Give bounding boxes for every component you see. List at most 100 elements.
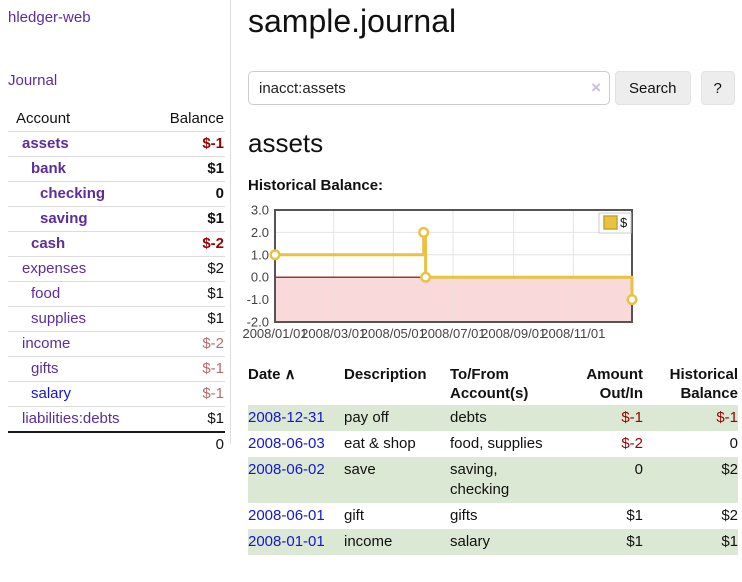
y-axis-tick-label: 2.0 bbox=[251, 225, 269, 240]
help-button[interactable]: ? bbox=[700, 71, 735, 105]
main-content: sample.journal × Search ? assets Histori… bbox=[231, 0, 742, 555]
transaction-date-link[interactable]: 2008-01-01 bbox=[248, 533, 325, 550]
accounts-cell: saving, checking bbox=[450, 461, 510, 498]
sidebar-account-link[interactable]: saving bbox=[40, 210, 88, 227]
register-header-cell: To/From Account(s) bbox=[450, 366, 529, 402]
app-window: hledger-web Journal Account Balance asse… bbox=[0, 0, 742, 555]
register-header-row: Date ∧ Description To/From Account(s) Amoun… bbox=[248, 363, 738, 405]
sidebar-account-link[interactable]: bank bbox=[31, 160, 67, 177]
search-button[interactable]: Search bbox=[615, 71, 691, 105]
balance-cell: $2 bbox=[721, 461, 738, 478]
legend-label: $ bbox=[620, 215, 628, 230]
amount-cell: $1 bbox=[626, 533, 643, 550]
accounts-header-balance: Balance bbox=[169, 110, 224, 127]
sidebar: hledger-web Journal Account Balance asse… bbox=[0, 0, 231, 453]
register-header-date-sort[interactable]: Date ∧ bbox=[248, 366, 296, 383]
account-name-cell: income bbox=[8, 332, 153, 357]
description-cell: eat & shop bbox=[344, 435, 416, 452]
account-row: supplies $1 bbox=[8, 307, 225, 332]
sidebar-account-link[interactable]: cash bbox=[31, 235, 66, 252]
sidebar-account-link[interactable]: food bbox=[31, 285, 61, 302]
account-name-cell: assets bbox=[8, 132, 153, 157]
transaction-row: 2008-01-01 income salary $1 $1 bbox=[248, 529, 738, 555]
register-header-cell: Amount Out/In bbox=[586, 366, 643, 402]
account-row: bank $1 bbox=[8, 157, 225, 182]
sidebar-account-link[interactable]: expenses bbox=[22, 260, 87, 277]
sidebar-account-link[interactable]: salary bbox=[31, 385, 72, 402]
search-input-wrap: × bbox=[248, 71, 610, 105]
date-cell: 2008-12-31 bbox=[248, 405, 344, 431]
search-form: × Search ? bbox=[248, 71, 738, 105]
transaction-date-link[interactable]: 2008-06-02 bbox=[248, 461, 325, 478]
y-axis-tick-label: -2.0 bbox=[247, 315, 269, 330]
accounts-cell: debts bbox=[450, 409, 487, 426]
sidebar-account-link[interactable]: liabilities:debts bbox=[22, 410, 120, 427]
transaction-date-link[interactable]: 2008-12-31 bbox=[248, 409, 325, 426]
description-cell: save bbox=[344, 461, 376, 478]
account-name-cell: liabilities:debts bbox=[8, 407, 153, 433]
accounts-cell: salary bbox=[450, 533, 491, 550]
sidebar-account-link[interactable]: checking bbox=[40, 185, 106, 202]
account-name-cell: supplies bbox=[8, 307, 153, 332]
transaction-date-link[interactable]: 2008-06-01 bbox=[248, 507, 325, 524]
account-balance: $1 bbox=[207, 285, 224, 302]
account-balance: $-2 bbox=[202, 335, 224, 352]
account-row: checking 0 bbox=[8, 182, 225, 207]
y-axis-tick-label: 3.0 bbox=[251, 203, 269, 218]
account-row: saving $1 bbox=[8, 207, 225, 232]
register-table: Date ∧ Description To/From Account(s) Amoun… bbox=[248, 363, 738, 555]
amount-cell: 0 bbox=[634, 461, 643, 478]
account-row: assets $-1 bbox=[8, 132, 225, 157]
search-input[interactable] bbox=[248, 71, 610, 105]
sidebar-account-link[interactable]: assets bbox=[22, 135, 69, 152]
account-balance: $1 bbox=[207, 310, 224, 327]
legend-swatch bbox=[603, 215, 618, 230]
data-point-marker bbox=[269, 249, 281, 261]
clear-search-icon[interactable]: × bbox=[591, 78, 601, 97]
page-title: sample.journal bbox=[248, 3, 457, 39]
date-cell: 2008-01-01 bbox=[248, 529, 344, 555]
balance-cell: 0 bbox=[729, 435, 738, 452]
accounts-header-account: Account bbox=[16, 110, 71, 127]
account-row: cash $-2 bbox=[8, 232, 225, 257]
account-balance: $1 bbox=[207, 160, 224, 177]
sidebar-account-link[interactable]: gifts bbox=[31, 360, 59, 377]
transaction-date-link[interactable]: 2008-06-03 bbox=[248, 435, 325, 452]
account-row: income $-2 bbox=[8, 332, 225, 357]
account-name-cell: food bbox=[8, 282, 153, 307]
accounts-cell: gifts bbox=[450, 507, 478, 524]
y-axis-tick-label: -1.0 bbox=[247, 292, 269, 307]
account-row: gifts $-1 bbox=[8, 357, 225, 382]
account-name-cell: checking bbox=[8, 182, 153, 207]
account-row: salary $-1 bbox=[8, 382, 225, 407]
x-axis-tick-label: 2008/03/01 bbox=[301, 326, 366, 341]
data-point-marker bbox=[626, 294, 638, 306]
account-name-cell: bank bbox=[8, 157, 153, 182]
x-axis-tick-label: 2008/05/01 bbox=[361, 326, 426, 341]
amount-cell: $-2 bbox=[621, 435, 643, 452]
total-spacer bbox=[8, 432, 153, 457]
account-name-cell: saving bbox=[8, 207, 153, 232]
sidebar-account-link[interactable]: supplies bbox=[31, 310, 87, 327]
x-axis-tick-label: 2008/07/01 bbox=[420, 326, 485, 341]
date-cell: 2008-06-01 bbox=[248, 503, 344, 529]
amount-cell: $1 bbox=[626, 507, 643, 524]
accounts-total-row: 0 bbox=[8, 432, 225, 457]
x-axis-tick-label: 2008/01/01 bbox=[242, 326, 307, 341]
data-point-marker bbox=[418, 226, 430, 238]
description-cell: income bbox=[344, 533, 393, 550]
description-cell: gift bbox=[344, 507, 365, 524]
sidebar-item-journal[interactable]: Journal bbox=[8, 72, 58, 89]
account-name-cell: gifts bbox=[8, 357, 153, 382]
accounts-total-value: 0 bbox=[215, 436, 224, 453]
sidebar-account-link[interactable]: income bbox=[22, 335, 71, 352]
account-balance: 0 bbox=[215, 185, 224, 202]
app-brand-link[interactable]: hledger-web bbox=[8, 9, 91, 26]
account-balance: $2 bbox=[207, 260, 224, 277]
account-balance: $-2 bbox=[202, 235, 224, 252]
y-axis-tick-label: 1.0 bbox=[251, 247, 269, 262]
date-cell: 2008-06-02 bbox=[248, 457, 344, 503]
plot-border bbox=[274, 209, 633, 323]
account-balance: $-1 bbox=[202, 360, 224, 377]
account-name-cell: cash bbox=[8, 232, 153, 257]
